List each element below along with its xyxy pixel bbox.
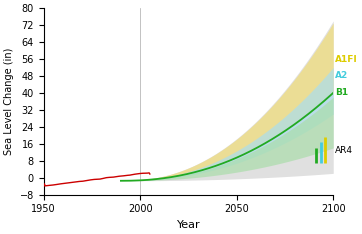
Y-axis label: Sea Level Change (in): Sea Level Change (in)	[4, 48, 14, 155]
Text: A1FI: A1FI	[335, 55, 358, 63]
Text: A2: A2	[335, 71, 348, 80]
X-axis label: Year: Year	[177, 220, 200, 230]
Text: B1: B1	[335, 88, 348, 97]
Text: AR4: AR4	[335, 146, 353, 155]
